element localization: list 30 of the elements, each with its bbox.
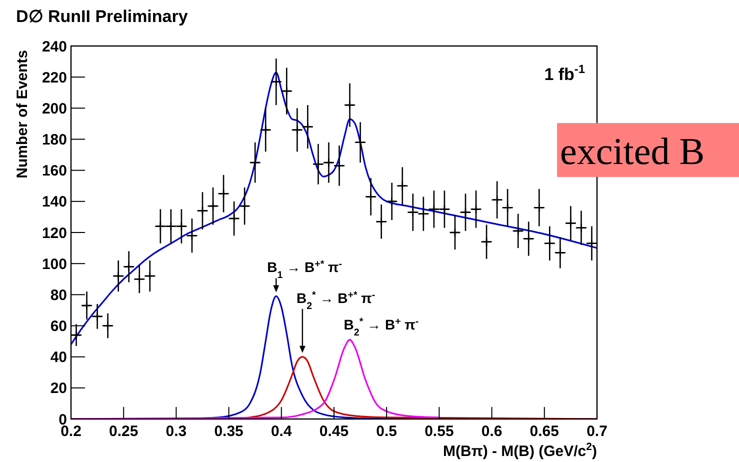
x-tick-label: 0.5	[376, 423, 398, 440]
y-tick-label: 120	[42, 224, 67, 242]
x-tick-label: 0.6	[481, 423, 502, 440]
annotation: excited B	[560, 131, 705, 173]
x-tick-label: 0.65	[530, 423, 559, 440]
annotation: B$_{2}$$^{*}$ → B$^{+*}$ π$^{-}$	[296, 289, 376, 312]
x-tick-label: 0.35	[214, 423, 244, 440]
x-tick-label: 0.3	[166, 423, 187, 440]
x-tick-label: 0.4	[270, 423, 292, 440]
annotation: 1 fb$^{-1}$	[544, 62, 586, 84]
y-tick-label: 100	[42, 256, 67, 273]
y-tick-label: 160	[42, 162, 67, 180]
annotation: B$_{1}$ → B$^{+*}$ π$^{-}$	[267, 258, 342, 281]
x-tick-label: 0.55	[424, 423, 454, 440]
y-tick-label: 80	[50, 286, 67, 304]
x-axis-title: M(Bπ) - M(B) (GeV/c$^{2}$)	[443, 441, 597, 460]
y-tick-label: 20	[50, 380, 67, 398]
annotation: B$_{2}$$^{*}$ → B$^{+}$ π$^{-}$	[344, 316, 419, 338]
y-tick-label: 200	[42, 100, 67, 118]
x-tick-label: 0.45	[319, 423, 349, 440]
chart-title: D∅ RunII Preliminary	[16, 7, 188, 26]
y-tick-label: 240	[42, 38, 67, 56]
y-tick-label: 220	[42, 69, 67, 86]
y-axis-title: Number of Events	[14, 50, 31, 178]
y-tick-label: 140	[42, 194, 67, 211]
y-tick-label: 40	[50, 349, 67, 366]
y-tick-label: 180	[42, 132, 67, 148]
x-tick-label: 0.25	[109, 423, 138, 440]
x-tick-label: 0.7	[586, 423, 608, 440]
y-tick-label: 60	[50, 318, 67, 335]
